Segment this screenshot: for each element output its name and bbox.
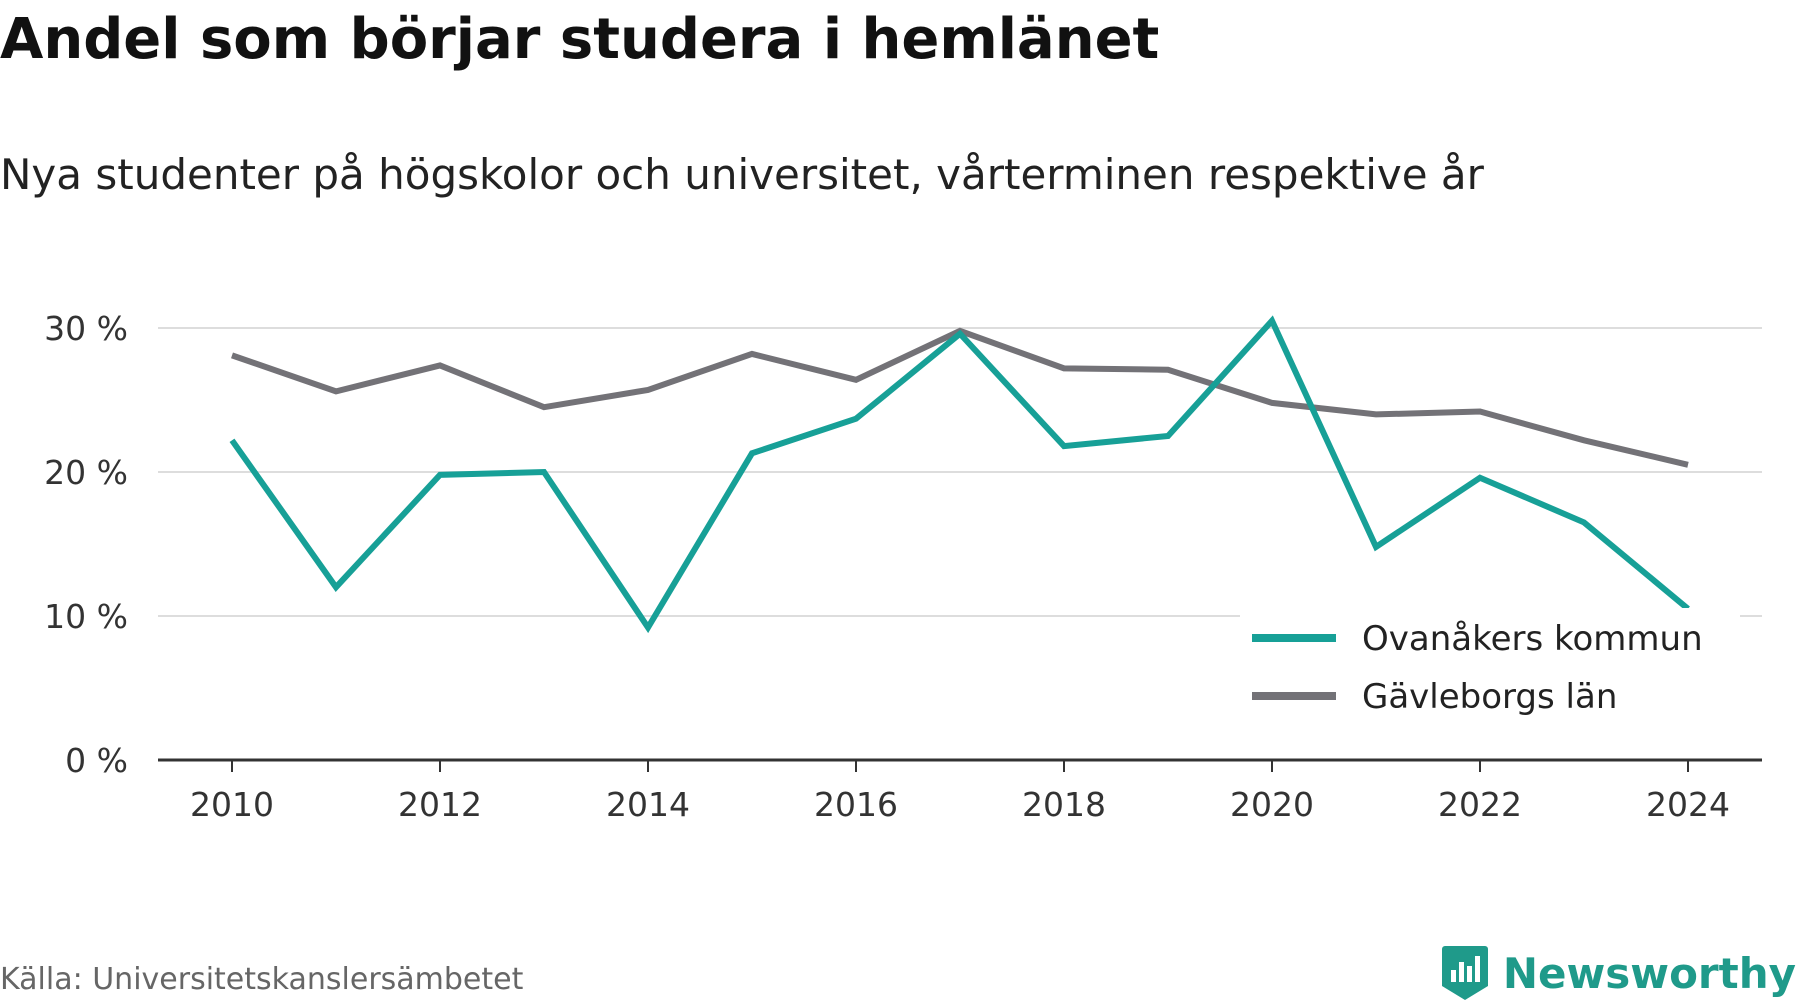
chart-title: Andel som börjar studera i hemlänet [0,7,1160,72]
series-line [231,327,1689,468]
x-tick-label: 2012 [398,785,482,824]
y-tick-label: 10 % [44,597,128,636]
x-tick-label: 2010 [190,785,274,824]
x-tick-label: 2018 [1022,785,1106,824]
y-tick-label: 30 % [44,309,128,348]
series-line [229,315,1690,634]
y-tick-label: 20 % [44,453,128,492]
x-axis: 2010 2012 2014 2016 2018 2020 2022 2024 [158,758,1762,824]
newsworthy-logo-icon [1441,946,1488,1000]
source-note: Källa: Universitetskanslersämbetet [0,962,524,997]
x-tick-label: 2022 [1438,785,1522,824]
x-tick-label: 2016 [814,785,898,824]
brand-name: Newsworthy [1502,948,1796,998]
legend-label: Gävleborgs län [1362,677,1617,717]
series-lines [229,315,1690,634]
x-tick-label: 2024 [1646,785,1730,824]
chart-subtitle: Nya studenter på högskolor och universit… [0,150,1484,199]
x-tick-label: 2014 [606,785,690,824]
legend-label: Ovanåkers kommun [1362,619,1703,659]
y-tick-label: 0 % [65,741,128,780]
legend-background [1240,608,1740,736]
x-tick-label: 2020 [1230,785,1314,824]
brand-logo: Newsworthy [1441,940,1796,1006]
legend: Ovanåkers kommun Gävleborgs län [1240,608,1740,736]
